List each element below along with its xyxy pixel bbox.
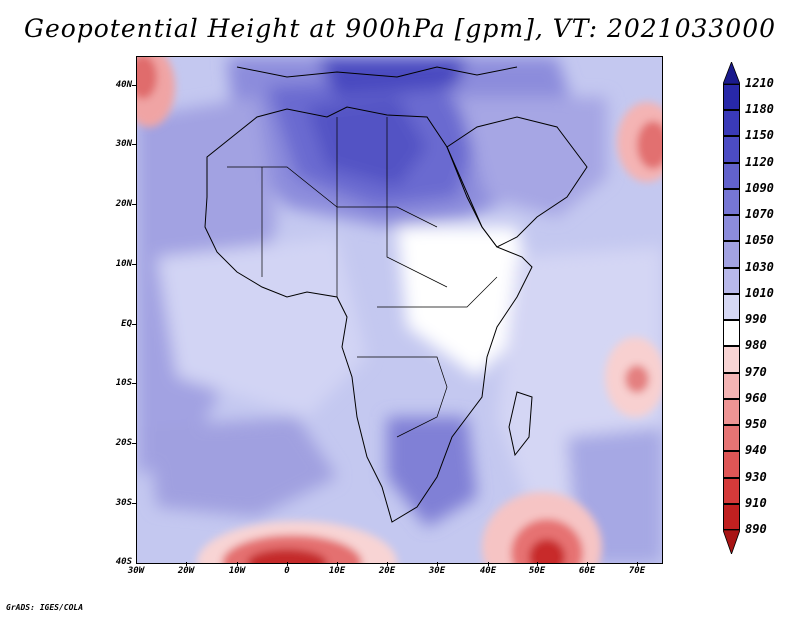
border-4 bbox=[386, 117, 448, 288]
lon-label-10e: 10E bbox=[328, 566, 346, 576]
arabia-field bbox=[457, 97, 607, 217]
east-africa-light bbox=[397, 227, 537, 377]
legend-swatch bbox=[723, 215, 740, 242]
lon-label-50e: 50E bbox=[528, 566, 546, 576]
legend-value: 930 bbox=[745, 469, 767, 484]
lon-label-70e: 70E bbox=[628, 566, 646, 576]
lon-tick bbox=[337, 562, 338, 566]
legend-value: 1090 bbox=[745, 180, 774, 195]
southern-africa-high bbox=[387, 417, 477, 527]
arabia-coastline bbox=[446, 116, 588, 248]
legend-value: 890 bbox=[745, 522, 767, 536]
lon-tick bbox=[437, 562, 438, 566]
chart-title: Geopotential Height at 900hPa [gpm], VT:… bbox=[23, 14, 777, 43]
border-5 bbox=[357, 356, 448, 438]
lat-tick bbox=[132, 144, 136, 145]
legend-value: 940 bbox=[745, 443, 767, 458]
africa-coastline bbox=[204, 106, 533, 523]
lat-tick bbox=[132, 324, 136, 325]
border-6 bbox=[377, 276, 498, 308]
legend-swatch bbox=[723, 162, 740, 189]
legend-value: 1120 bbox=[745, 154, 774, 169]
lat-tick bbox=[132, 503, 136, 504]
low-nw-core bbox=[137, 57, 157, 99]
lat-label-eq: EQ bbox=[121, 319, 132, 329]
lat-label-30n: 30N bbox=[115, 139, 132, 149]
tropical-atlantic-light bbox=[157, 237, 367, 417]
lon-tick bbox=[287, 562, 288, 566]
legend-swatch bbox=[723, 372, 740, 399]
europe-coastline bbox=[236, 66, 518, 78]
map-plot-area[interactable] bbox=[136, 56, 663, 564]
lon-label-20w: 20W bbox=[177, 566, 195, 576]
legend-value: 1180 bbox=[745, 102, 774, 117]
legend-value: 960 bbox=[745, 390, 767, 405]
lat-label-40n: 40N bbox=[115, 80, 132, 90]
legend-value: 1210 bbox=[745, 76, 774, 90]
legend-value: 950 bbox=[745, 417, 767, 432]
lon-tick bbox=[587, 562, 588, 566]
legend-value: 1030 bbox=[745, 259, 774, 274]
legend-value: 970 bbox=[745, 364, 767, 379]
lon-tick bbox=[488, 562, 489, 566]
map-canvas bbox=[137, 57, 662, 563]
low-indian-ocean-core bbox=[625, 365, 649, 393]
lon-tick bbox=[637, 562, 638, 566]
legend-value: 910 bbox=[745, 495, 767, 510]
legend-value: 990 bbox=[745, 312, 767, 327]
legend-swatch bbox=[723, 425, 740, 452]
lon-label-10w: 10W bbox=[228, 566, 246, 576]
legend-value: 1070 bbox=[745, 207, 774, 222]
lon-tick bbox=[537, 562, 538, 566]
lat-label-10s: 10S bbox=[115, 378, 132, 388]
legend-swatch bbox=[723, 136, 740, 163]
lon-tick bbox=[237, 562, 238, 566]
madagascar-coastline bbox=[508, 391, 533, 457]
legend-swatch bbox=[723, 477, 740, 504]
lat-label-10n: 10N bbox=[115, 259, 132, 269]
lon-label-60e: 60E bbox=[578, 566, 596, 576]
legend-swatch bbox=[723, 503, 740, 530]
legend-bottom-arrow bbox=[723, 530, 740, 554]
legend-value: 980 bbox=[745, 338, 767, 353]
legend-swatch bbox=[723, 398, 740, 426]
low-south-indian-core bbox=[529, 539, 565, 563]
legend-value: 1150 bbox=[745, 128, 774, 143]
coastlines bbox=[204, 66, 588, 523]
lat-tick bbox=[132, 204, 136, 205]
lon-label-20e: 20E bbox=[378, 566, 396, 576]
legend-swatch bbox=[723, 267, 740, 294]
lon-tick bbox=[387, 562, 388, 566]
lon-label-30w: 30W bbox=[127, 566, 145, 576]
footer-credit: GrADS: IGES/COLA bbox=[6, 603, 84, 612]
legend-swatch bbox=[723, 346, 740, 373]
legend-swatch bbox=[723, 451, 740, 478]
legend-value: 1050 bbox=[745, 233, 774, 248]
south-atlantic-band bbox=[147, 417, 337, 517]
lon-label-0: 0 bbox=[284, 566, 290, 576]
legend-swatch bbox=[723, 84, 740, 111]
lat-label-20s: 20S bbox=[115, 438, 132, 448]
legend-swatch bbox=[723, 293, 740, 321]
low-south-atlantic-core bbox=[247, 549, 327, 563]
lon-tick bbox=[186, 562, 187, 566]
lat-tick bbox=[132, 85, 136, 86]
lat-tick bbox=[132, 264, 136, 265]
legend-swatch bbox=[723, 110, 740, 137]
legend-swatch bbox=[723, 320, 740, 347]
legend-value: 1010 bbox=[745, 285, 774, 300]
lat-label-20n: 20N bbox=[115, 199, 132, 209]
lon-label-40e: 40E bbox=[479, 566, 497, 576]
lat-tick bbox=[132, 443, 136, 444]
low-pakistan-core bbox=[637, 121, 662, 169]
lat-label-40s: 40S bbox=[115, 557, 132, 567]
lon-label-30e: 30E bbox=[428, 566, 446, 576]
lat-label-30s: 30S bbox=[115, 498, 132, 508]
legend-swatch bbox=[723, 188, 740, 216]
legend-swatch bbox=[723, 241, 740, 268]
legend-top-arrow bbox=[723, 62, 740, 84]
lat-tick bbox=[132, 383, 136, 384]
